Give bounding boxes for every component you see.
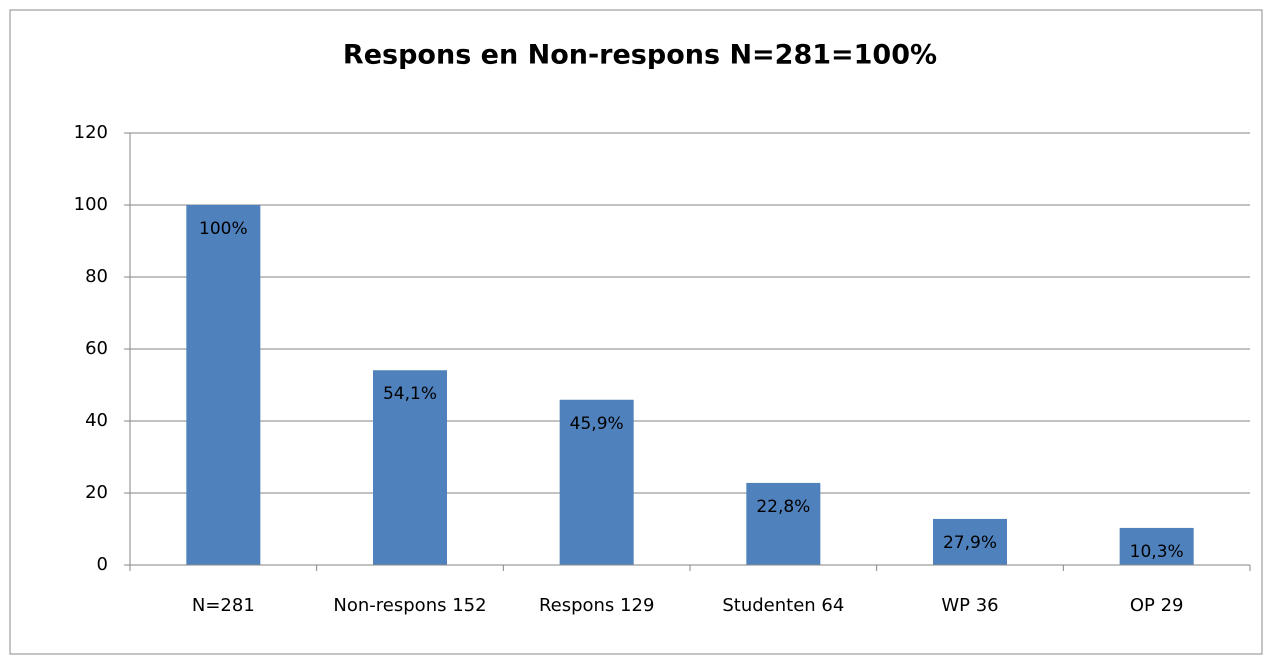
bar bbox=[746, 482, 821, 565]
y-tick-label: 80 bbox=[85, 266, 108, 287]
bar bbox=[559, 399, 634, 565]
data-label: 100% bbox=[199, 219, 248, 239]
bar bbox=[1119, 527, 1194, 565]
data-label: 45,9% bbox=[570, 414, 624, 434]
y-tick-label: 40 bbox=[85, 410, 108, 431]
y-tick-label: 20 bbox=[85, 482, 108, 503]
bar bbox=[933, 518, 1007, 565]
x-tick-label: Studenten 64 bbox=[722, 595, 844, 616]
x-tick-label: OP 29 bbox=[1130, 595, 1184, 616]
x-tick-label: WP 36 bbox=[941, 595, 998, 616]
data-label: 22,8% bbox=[756, 497, 810, 517]
y-tick-label: 0 bbox=[97, 554, 108, 575]
bar bbox=[373, 370, 447, 565]
data-label: 27,9% bbox=[943, 533, 997, 553]
data-label: 10,3% bbox=[1130, 542, 1184, 562]
y-tick-label: 120 bbox=[74, 122, 108, 143]
data-label: 54,1% bbox=[383, 384, 437, 404]
x-tick-label: N=281 bbox=[192, 595, 255, 616]
x-tick-label: Non-respons 152 bbox=[333, 595, 486, 616]
x-tick-label: Respons 129 bbox=[539, 595, 654, 616]
y-tick-label: 60 bbox=[85, 338, 108, 359]
bar bbox=[186, 205, 261, 565]
y-tick-label: 100 bbox=[74, 194, 108, 215]
chart-title: Respons en Non-respons N=281=100% bbox=[343, 40, 937, 71]
